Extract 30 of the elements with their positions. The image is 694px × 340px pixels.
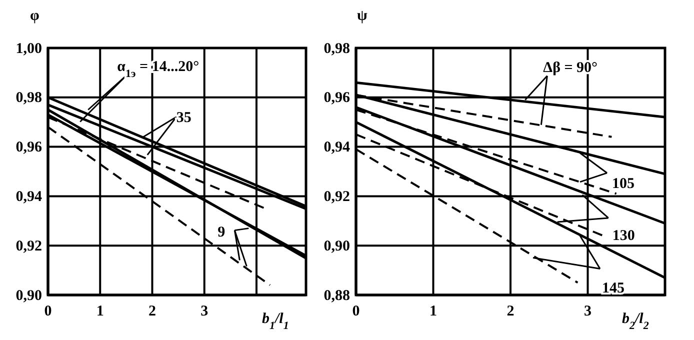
y-axis-title: ψ <box>357 8 368 24</box>
x-tick-label: 3 <box>200 304 208 320</box>
x-tick-label: 2 <box>506 304 514 320</box>
annotation: 9 <box>218 224 226 240</box>
x-tick-label: 2 <box>148 304 156 320</box>
y-tick-label: 0,90 <box>16 288 42 304</box>
y-tick-label: 0,94 <box>16 189 42 205</box>
annotation: 130 <box>612 228 635 244</box>
annotation: α$_{1э}$ = 14...20° <box>117 58 200 80</box>
x-tick-label: 1 <box>96 304 104 320</box>
y-tick-label: 0,92 <box>324 189 350 205</box>
y-tick-label: 0,90 <box>324 238 350 254</box>
x-tick-label: 0 <box>352 304 360 320</box>
x-axis-title: b$_{2}$/l$_{2}$ <box>622 311 650 332</box>
y-axis-title: φ <box>30 8 40 24</box>
y-tick-label: 0,98 <box>16 90 42 106</box>
x-tick-label: 1 <box>430 304 437 320</box>
y-tick-label: 1,00 <box>16 40 42 57</box>
x-tick-label: 0 <box>44 304 52 320</box>
annotation: 35 <box>176 110 192 126</box>
x-tick-label: 3 <box>584 304 592 320</box>
y-tick-label: 0,96 <box>324 90 350 106</box>
annotation: 145 <box>602 280 625 297</box>
y-tick-label: 0,98 <box>324 40 350 57</box>
y-tick-label: 0,96 <box>16 140 42 156</box>
y-tick-label: 0,94 <box>324 140 350 156</box>
annotation: 105 <box>612 176 635 192</box>
x-axis-title: b$_{1}$/l$_{1}$ <box>262 311 289 332</box>
y-tick-label: 0,88 <box>324 288 350 304</box>
y-tick-label: 0,92 <box>16 238 42 254</box>
